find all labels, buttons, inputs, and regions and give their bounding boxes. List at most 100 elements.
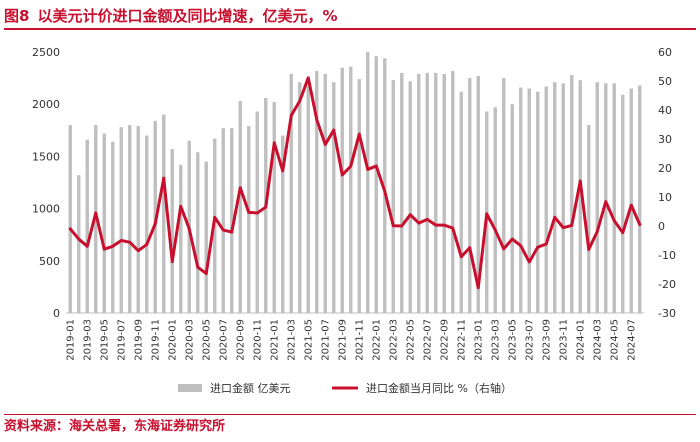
x-tick-label: 2022-01 bbox=[371, 319, 382, 361]
x-tick-label: 2024-01 bbox=[575, 319, 586, 361]
x-tick-label: 2022-03 bbox=[388, 319, 399, 361]
bar bbox=[128, 125, 132, 313]
right-tick-label: 20 bbox=[658, 162, 672, 175]
source-note: 资料来源：海关总署，东海证券研究所 bbox=[4, 414, 696, 439]
bar bbox=[417, 73, 421, 313]
x-tick-label: 2020-11 bbox=[252, 319, 263, 361]
x-tick-label: 2023-05 bbox=[507, 319, 518, 361]
bar bbox=[162, 114, 166, 313]
bar bbox=[604, 83, 608, 313]
yoy-line bbox=[68, 76, 642, 290]
right-tick-label: 40 bbox=[658, 104, 672, 117]
bar bbox=[544, 86, 548, 313]
bar bbox=[561, 83, 565, 313]
x-tick-label: 2021-03 bbox=[286, 319, 297, 361]
bar bbox=[587, 125, 591, 313]
bar bbox=[485, 111, 489, 313]
x-tick-label: 2020-09 bbox=[235, 319, 246, 361]
x-tick-label: 2021-11 bbox=[354, 319, 365, 361]
bar bbox=[332, 82, 336, 313]
left-tick-label: 2000 bbox=[32, 98, 60, 111]
x-tick-label: 2023-11 bbox=[558, 319, 569, 361]
x-tick-label: 2019-07 bbox=[116, 319, 127, 361]
bar bbox=[629, 88, 633, 313]
bar bbox=[476, 76, 480, 313]
left-tick-label: 1000 bbox=[32, 203, 60, 216]
bar bbox=[578, 80, 582, 313]
bar bbox=[468, 78, 472, 313]
legend-bar-label: 进口金额 亿美元 bbox=[210, 381, 291, 395]
legend-bar-swatch bbox=[178, 384, 202, 392]
x-tick-label: 2020-05 bbox=[201, 319, 212, 361]
bar bbox=[349, 66, 353, 314]
x-tick-label: 2020-03 bbox=[184, 319, 195, 361]
bar bbox=[145, 135, 149, 313]
bar bbox=[221, 128, 225, 313]
bar bbox=[357, 79, 361, 313]
bar bbox=[204, 161, 208, 313]
x-tick-label: 2023-01 bbox=[473, 319, 484, 361]
bar bbox=[111, 141, 115, 313]
x-tick-label: 2021-09 bbox=[337, 319, 348, 361]
left-tick-label: 0 bbox=[53, 307, 60, 320]
left-tick-label: 2500 bbox=[32, 46, 60, 59]
x-tick-label: 2024-05 bbox=[609, 319, 620, 361]
x-tick-label: 2022-07 bbox=[422, 319, 433, 361]
x-axis: 2019-01 2019-03 2019-05 2019-07 2019-09 2019-… bbox=[65, 319, 637, 361]
bar bbox=[425, 72, 429, 313]
bar bbox=[459, 91, 463, 313]
figure-label: 图8 bbox=[4, 7, 30, 25]
x-tick-label: 2019-03 bbox=[82, 319, 93, 361]
right-axis: -30 -20 -10 0 10 20 30 40 50 60 bbox=[658, 46, 676, 320]
bar bbox=[272, 102, 276, 313]
bar bbox=[451, 70, 455, 313]
bar bbox=[85, 139, 89, 313]
x-tick-label: 2022-09 bbox=[439, 319, 450, 361]
x-tick-label: 2021-01 bbox=[269, 319, 280, 361]
x-tick-label: 2021-07 bbox=[320, 319, 331, 361]
bar bbox=[493, 107, 497, 313]
bar bbox=[289, 73, 293, 313]
left-tick-label: 1500 bbox=[32, 150, 60, 163]
right-tick-label: 0 bbox=[658, 220, 665, 233]
x-tick-label: 2020-07 bbox=[218, 319, 229, 361]
x-tick-label: 2023-07 bbox=[524, 319, 535, 361]
bar bbox=[383, 58, 387, 314]
bar bbox=[442, 73, 446, 313]
bar bbox=[323, 73, 327, 313]
x-tick-label: 2021-05 bbox=[303, 319, 314, 361]
bar-series bbox=[68, 52, 642, 314]
bar bbox=[408, 81, 412, 313]
bar bbox=[77, 175, 81, 313]
legend-line-label: 进口金额当月同比 %（右轴） bbox=[366, 381, 512, 395]
line-series bbox=[68, 76, 642, 290]
right-tick-label: -10 bbox=[658, 249, 676, 262]
right-tick-label: -30 bbox=[658, 307, 676, 320]
bar bbox=[196, 152, 200, 313]
x-tick-label: 2024-07 bbox=[626, 319, 637, 361]
bar bbox=[281, 135, 285, 313]
left-axis: 0 500 1000 1500 2000 2500 bbox=[32, 46, 60, 320]
bar bbox=[519, 87, 523, 313]
bar bbox=[612, 83, 616, 313]
bar bbox=[391, 80, 395, 313]
x-tick-label: 2022-11 bbox=[456, 319, 467, 361]
bar bbox=[102, 133, 106, 313]
bar bbox=[315, 70, 319, 313]
chart-title: 图8 以美元计价进口金额及同比增速，亿美元，% bbox=[4, 4, 696, 30]
bar bbox=[374, 56, 378, 314]
bar bbox=[570, 74, 574, 313]
right-tick-label: -20 bbox=[658, 278, 676, 291]
x-tick-label: 2023-09 bbox=[541, 319, 552, 361]
bar bbox=[179, 164, 183, 313]
x-tick-label: 2023-03 bbox=[490, 319, 501, 361]
x-tick-label: 2022-05 bbox=[405, 319, 416, 361]
right-tick-label: 60 bbox=[658, 46, 672, 59]
bar bbox=[306, 85, 310, 313]
bar bbox=[298, 82, 302, 313]
x-tick-label: 2020-01 bbox=[167, 319, 178, 361]
legend: 进口金额 亿美元 进口金额当月同比 %（右轴） bbox=[178, 381, 512, 395]
x-tick-label: 2019-11 bbox=[150, 319, 161, 361]
x-tick-label: 2019-01 bbox=[65, 319, 76, 361]
bar bbox=[170, 149, 174, 313]
